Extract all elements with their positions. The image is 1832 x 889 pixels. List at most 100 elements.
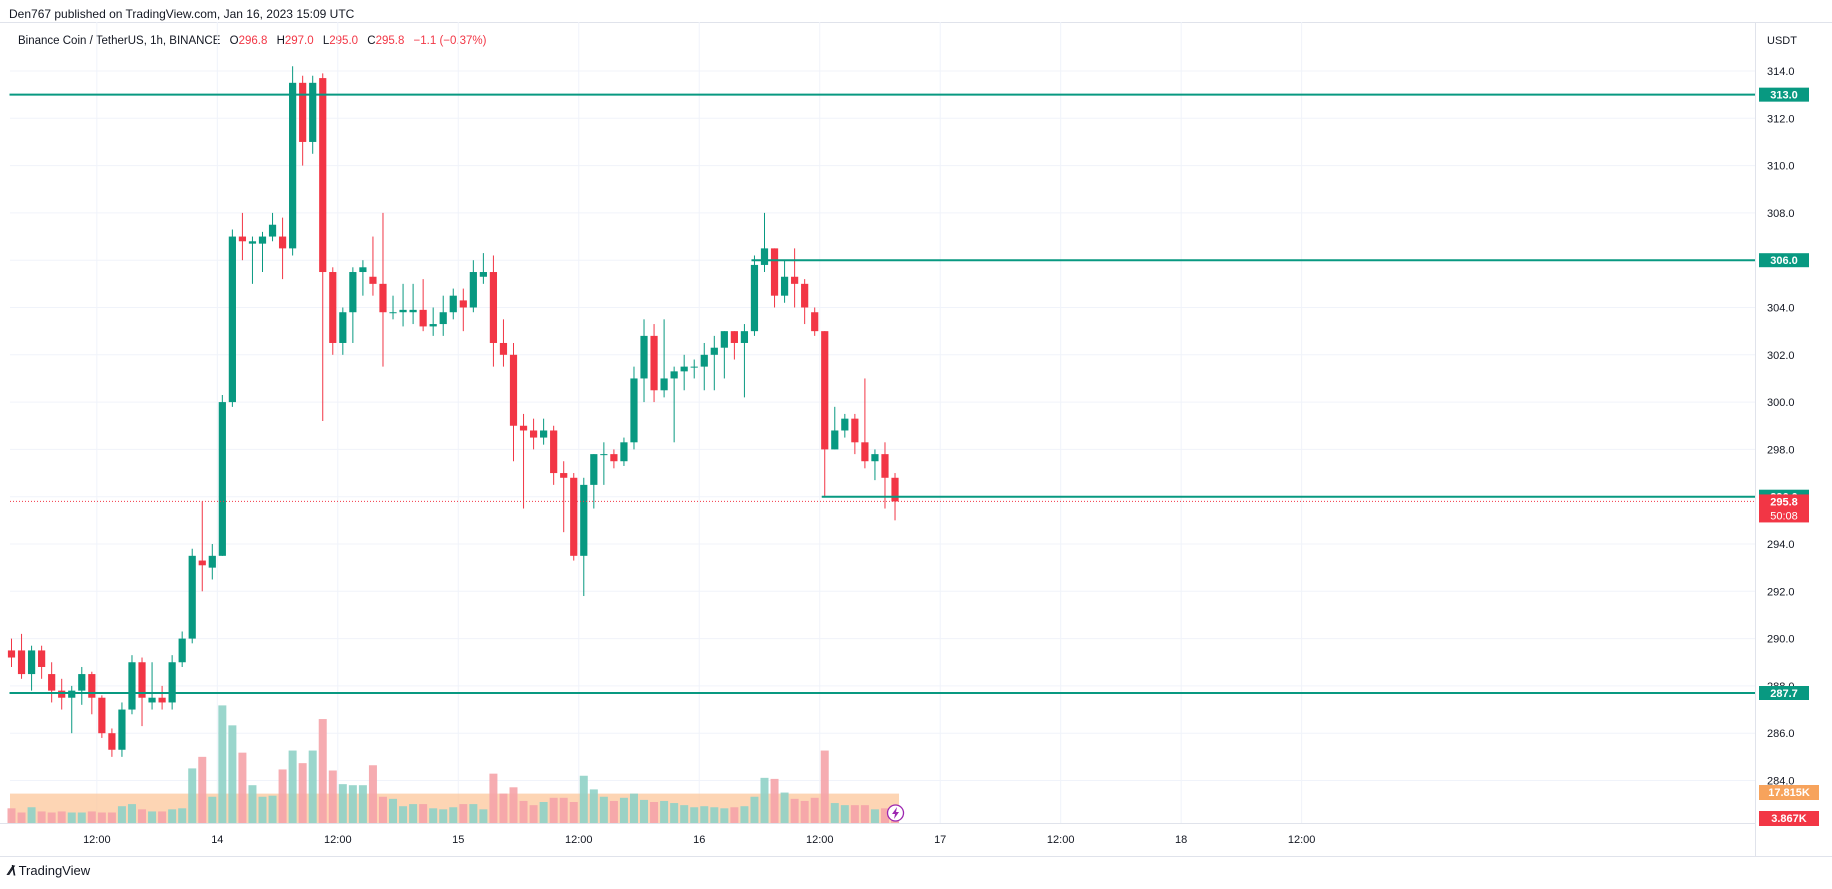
candle-body (499, 342, 508, 355)
open-label: O (229, 35, 239, 47)
price-tag (1759, 685, 1809, 700)
volume-bar (328, 770, 337, 823)
candle-body (580, 484, 588, 556)
volume-bar (298, 763, 307, 823)
candle-body (439, 312, 447, 325)
volume-bar (419, 804, 428, 823)
volume-bar (368, 765, 377, 823)
candle-body (841, 418, 849, 431)
time-tick-label: 14 (211, 834, 223, 846)
candle-body (690, 366, 698, 368)
candle-body (168, 662, 176, 703)
symbol-name[interactable]: Binance Coin / TetherUS, 1h, BINANCE (18, 35, 221, 47)
volume-bar (168, 809, 177, 823)
volume-bar (850, 805, 859, 823)
time-tick-label: 12:00 (806, 834, 834, 846)
candle-body (509, 354, 518, 426)
volume-bar (178, 808, 187, 823)
volume-bar (650, 802, 659, 823)
candle-body (248, 241, 257, 244)
price-tag-label: 306.0 (1770, 255, 1798, 267)
volume-bar (77, 812, 86, 823)
candle-body (660, 378, 668, 391)
volume-bar (198, 756, 207, 823)
candle-body (811, 312, 819, 332)
candle-body (630, 378, 638, 443)
last-price-label: 295.8 (1770, 496, 1798, 508)
candle-body (68, 690, 76, 698)
candle-body (218, 402, 226, 556)
volume-bar (479, 809, 488, 823)
volume-bar (800, 800, 809, 823)
candle-body (27, 650, 36, 675)
volume-bar (589, 789, 598, 823)
volume-last-tag (1759, 811, 1819, 826)
candle-body (198, 560, 206, 566)
volume-bar (57, 811, 66, 823)
volume-bar (609, 800, 618, 823)
candle-body (208, 555, 216, 568)
volume-bar (499, 793, 508, 823)
candle-body (560, 473, 568, 478)
candle-body (821, 331, 829, 450)
volume-bar (730, 807, 739, 823)
candle-body (469, 272, 477, 308)
time-axis[interactable]: 12:00 14 12:00 15 12:00 16 12:00 17 12:00 18 12:00 (83, 834, 1315, 846)
volume-bar (378, 796, 387, 823)
candle-body (640, 335, 648, 379)
candle-body (7, 650, 16, 658)
change-value: −1.1 (−0.37%) (413, 35, 487, 47)
volume-bar (288, 750, 297, 823)
volume-bar (117, 806, 126, 823)
candle-body (590, 454, 598, 485)
tradingview-logo-icon: ⁄⁄\ (9, 862, 16, 878)
candle-body (710, 347, 718, 355)
candle-body (108, 733, 116, 750)
candle-body (770, 248, 779, 296)
tradingview-logo[interactable]: ⁄⁄\ TradingView (9, 862, 90, 878)
candle-body (238, 236, 247, 242)
candle-body (349, 272, 357, 313)
horizontal-lines[interactable] (9, 93, 1756, 694)
candle-body (88, 674, 96, 698)
volume-bar (469, 804, 478, 823)
volume-bar (640, 799, 649, 823)
candle-body (670, 371, 678, 379)
volume-ma-tag (1759, 785, 1819, 800)
candle-body (881, 454, 889, 478)
price-tag-label: 287.7 (1770, 688, 1798, 700)
candle-body (178, 638, 186, 663)
volume-bar (389, 798, 398, 823)
candle-body (278, 236, 287, 249)
candle-body (801, 283, 809, 308)
volume-bar (148, 811, 157, 823)
time-tick-label: 12:00 (324, 834, 352, 846)
volume-bar (750, 796, 759, 823)
volume-bar (107, 812, 116, 823)
candle-body (409, 309, 417, 313)
volume-bar (338, 784, 347, 823)
volume-bar (860, 805, 869, 823)
price-tick-label: 312.0 (1767, 113, 1795, 125)
price-tick-label: 286.0 (1767, 728, 1795, 740)
candle-body (299, 82, 307, 142)
volume-bar (710, 807, 719, 823)
close-label: C (367, 35, 376, 47)
volume-bar (258, 796, 267, 823)
candle-body (730, 331, 738, 343)
volume-bar (790, 798, 799, 823)
price-tick-label: 314.0 (1767, 66, 1795, 78)
top-border (0, 22, 1832, 23)
volume-bar (549, 797, 558, 823)
candle-body (780, 276, 789, 296)
candle-body (188, 555, 196, 639)
volume-bar (127, 804, 136, 823)
candle-body (700, 354, 708, 367)
volume-bar (278, 769, 287, 823)
candle-body (419, 309, 427, 327)
volume-bar (439, 809, 448, 823)
price-axis[interactable]: 284.0286.0288.0290.0292.0294.0296.0298.0… (1767, 35, 1797, 788)
volume-bar (158, 811, 167, 823)
candle-body (268, 224, 277, 237)
